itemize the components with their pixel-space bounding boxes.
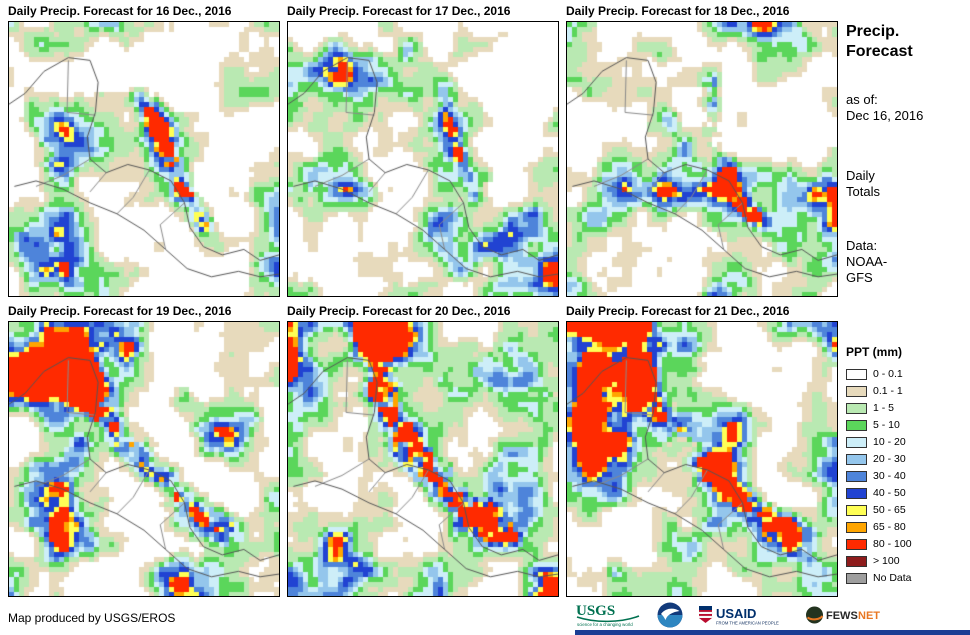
forecast-map-canvas (567, 22, 837, 296)
legend-color-swatch (846, 402, 867, 414)
panel-title: Daily Precip. Forecast for 21 Dec., 2016 (566, 304, 790, 318)
map-frame (566, 321, 838, 597)
legend-item: 5 - 10 (846, 417, 968, 433)
legend-label: 1 - 5 (873, 402, 895, 414)
forecast-panel-16dec: Daily Precip. Forecast for 16 Dec., 2016 (8, 4, 286, 297)
map-frame (8, 21, 280, 297)
data-source-label: Data: (846, 238, 878, 253)
usaid-logo-text: USAID (716, 606, 756, 621)
legend-item: 20 - 30 (846, 451, 968, 467)
asof-value: Dec 16, 2016 (846, 108, 924, 123)
panel-title: Daily Precip. Forecast for 18 Dec., 2016 (566, 4, 790, 18)
legend-label: 10 - 20 (873, 436, 906, 448)
page-title: Precip. Forecast (846, 22, 968, 62)
legend-item: 0.1 - 1 (846, 383, 968, 399)
data-source-block: Data: NOAA- GFS (846, 238, 968, 286)
legend-item: 40 - 50 (846, 485, 968, 501)
legend-color-swatch (846, 487, 867, 499)
noaa-logo-icon (657, 602, 683, 627)
legend-title: PPT (mm) (846, 345, 903, 359)
legend-label: 0.1 - 1 (873, 385, 903, 397)
legend: PPT (mm) 0 - 0.1 0.1 - 1 1 - 5 5 - 10 10… (846, 344, 968, 586)
asof-block: as of: Dec 16, 2016 (846, 92, 968, 124)
legend-label: 50 - 65 (873, 504, 906, 516)
asof-label: as of: (846, 92, 878, 107)
legend-label: 5 - 10 (873, 419, 900, 431)
footer-accent-bar (575, 630, 970, 635)
legend-label: 65 - 80 (873, 521, 906, 533)
forecast-map-canvas (567, 322, 837, 596)
legend-label: 0 - 0.1 (873, 368, 903, 380)
data-source-value1: NOAA- (846, 254, 888, 269)
page-title-line2: Forecast (846, 43, 913, 60)
page-title-line1: Precip. (846, 23, 900, 40)
panel-title: Daily Precip. Forecast for 19 Dec., 2016 (8, 304, 232, 318)
legend-item: No Data (846, 570, 968, 586)
fewsnet-logo-text-net: NET (858, 610, 880, 622)
totals-line1: Daily (846, 168, 875, 183)
usgs-logo-text: USGS (576, 603, 615, 619)
legend-color-swatch (846, 419, 867, 431)
panel-title: Daily Precip. Forecast for 17 Dec., 2016 (287, 4, 511, 18)
legend-label: > 100 (873, 555, 900, 567)
legend-item: > 100 (846, 553, 968, 569)
forecast-panel-21dec: Daily Precip. Forecast for 21 Dec., 2016 (566, 304, 844, 597)
legend-label: 30 - 40 (873, 470, 906, 482)
legend-color-swatch (846, 470, 867, 482)
forecast-panel-19dec: Daily Precip. Forecast for 19 Dec., 2016 (8, 304, 286, 597)
forecast-panel-18dec: Daily Precip. Forecast for 18 Dec., 2016 (566, 4, 844, 297)
usgs-tagline: science for a changing world (577, 622, 633, 627)
legend-color-swatch (846, 385, 867, 397)
panel-title: Daily Precip. Forecast for 20 Dec., 2016 (287, 304, 511, 318)
fewsnet-logo-icon: FEWS NET (806, 606, 880, 623)
fewsnet-logo-text-fews: FEWS (826, 610, 858, 622)
forecast-map-canvas (288, 322, 558, 596)
sidebar: Precip. Forecast as of: Dec 16, 2016 Dai… (846, 22, 968, 587)
legend-label: No Data (873, 572, 912, 584)
map-credit: Map produced by USGS/EROS (8, 611, 176, 625)
legend-color-swatch (846, 504, 867, 516)
legend-color-swatch (846, 521, 867, 533)
legend-item: 10 - 20 (846, 434, 968, 450)
logo-strip: USGS science for a changing world USAID … (575, 600, 970, 635)
legend-color-swatch (846, 555, 867, 567)
forecast-panel-20dec: Daily Precip. Forecast for 20 Dec., 2016 (287, 304, 565, 597)
map-frame (566, 21, 838, 297)
totals-block: Daily Totals (846, 168, 968, 200)
forecast-map-canvas (9, 22, 279, 296)
legend-item: 1 - 5 (846, 400, 968, 416)
legend-item: 0 - 0.1 (846, 366, 968, 382)
map-frame (287, 321, 559, 597)
legend-color-swatch (846, 436, 867, 448)
legend-color-swatch (846, 453, 867, 465)
legend-item: 65 - 80 (846, 519, 968, 535)
data-source-value2: GFS (846, 270, 873, 285)
legend-color-swatch (846, 368, 867, 380)
legend-item: 50 - 65 (846, 502, 968, 518)
map-frame (8, 321, 280, 597)
usgs-logo-icon: USGS science for a changing world (576, 603, 640, 627)
legend-color-swatch (846, 538, 867, 550)
forecast-map-canvas (288, 22, 558, 296)
legend-item: 80 - 100 (846, 536, 968, 552)
legend-color-swatch (846, 572, 867, 584)
panel-title: Daily Precip. Forecast for 16 Dec., 2016 (8, 4, 232, 18)
legend-label: 20 - 30 (873, 453, 906, 465)
usgs-swoosh (576, 614, 640, 622)
legend-label: 40 - 50 (873, 487, 906, 499)
usaid-logo-icon: USAID FROM THE AMERICAN PEOPLE (699, 605, 779, 625)
forecast-map-canvas (9, 322, 279, 596)
legend-item: 30 - 40 (846, 468, 968, 484)
forecast-panel-17dec: Daily Precip. Forecast for 17 Dec., 2016 (287, 4, 565, 297)
map-frame (287, 21, 559, 297)
legend-label: 80 - 100 (873, 538, 912, 550)
legend-entries: 0 - 0.1 0.1 - 1 1 - 5 5 - 10 10 - 20 20 … (846, 366, 968, 586)
logos-row: USGS science for a changing world USAID … (575, 600, 970, 629)
totals-line2: Totals (846, 184, 880, 199)
usaid-tagline: FROM THE AMERICAN PEOPLE (716, 620, 779, 625)
